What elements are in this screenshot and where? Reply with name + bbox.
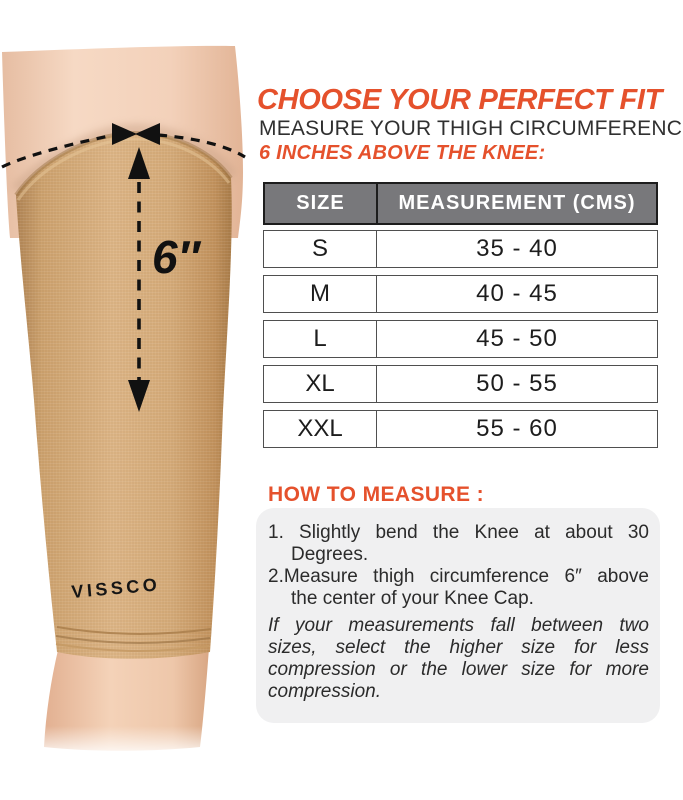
column-header-measurement: MEASUREMENT (CMS) — [398, 192, 636, 214]
step-2-line-2: the center of your Knee Cap. — [291, 588, 534, 609]
step-1-line-1: 1. Slightly bend the Knee at about 30 — [268, 522, 649, 543]
calf-fade — [20, 726, 250, 762]
step-2-line-1: 2.Measure thigh circumference 6″ above — [268, 566, 649, 587]
page-subtitle-2: 6 INCHES ABOVE THE KNEE: — [259, 142, 546, 164]
measurement-cell: 35 - 40 — [476, 235, 558, 262]
table-row: S 35 - 40 — [263, 230, 658, 268]
note-line: compression. — [268, 681, 381, 702]
measurement-cell: 40 - 45 — [476, 280, 558, 307]
note-line: compression or the lower size for more — [268, 659, 649, 680]
circumference-dashed-line — [1, 123, 246, 169]
six-inch-label: 6″ — [152, 231, 202, 283]
note-line: sizes, select the higher size for less — [268, 637, 649, 658]
sleeve-top-edge-highlight — [16, 137, 231, 201]
how-to-measure-heading: HOW TO MEASURE : — [268, 483, 485, 506]
table-header-row: SIZE MEASUREMENT (CMS) — [263, 182, 658, 225]
size-cell: XXL — [264, 411, 377, 447]
circumference-arrow-left — [135, 123, 160, 145]
size-cell: L — [264, 321, 377, 357]
calf — [44, 648, 209, 751]
measurement-cell: 45 - 50 — [476, 325, 558, 352]
sleeve-cuff-ribbing — [55, 626, 212, 653]
measurement-cell: 55 - 60 — [476, 415, 558, 442]
table-row: M 40 - 45 — [263, 275, 658, 313]
measure-instructions-box: 1. Slightly bend the Knee at about 30 De… — [256, 508, 660, 723]
sleeve-shadow — [11, 123, 237, 195]
size-cell: M — [264, 276, 377, 312]
table-row: L 45 - 50 — [263, 320, 658, 358]
step-1-line-2: Degrees. — [291, 544, 369, 565]
measurement-cell: 50 - 55 — [476, 370, 558, 397]
vertical-arrow-up — [128, 147, 150, 179]
table-row: XL 50 - 55 — [263, 365, 658, 403]
leg-illustration: VISSCO 6″ — [1, 45, 250, 762]
note-text: If your measurements fall between two si… — [268, 615, 649, 703]
vertical-arrow-down — [128, 380, 150, 412]
knit-texture — [16, 133, 232, 659]
circumference-arrow-right — [112, 123, 137, 145]
size-cell: XL — [264, 366, 377, 402]
size-chart: SIZE MEASUREMENT (CMS) S 35 - 40 M 40 - … — [263, 182, 658, 448]
table-row: XXL 55 - 60 — [263, 410, 658, 448]
six-inch-dashed-line — [128, 147, 150, 412]
page-subtitle: MEASURE YOUR THIGH CIRCUMFERENCE — [259, 117, 683, 140]
column-header-size: SIZE — [265, 184, 378, 223]
page-title: CHOOSE YOUR PERFECT FIT — [257, 84, 663, 116]
size-cell: S — [264, 231, 377, 267]
note-line: If your measurements fall between two — [268, 615, 649, 636]
table-body: S 35 - 40 M 40 - 45 L 45 - 50 XL 50 - 55… — [263, 230, 658, 448]
